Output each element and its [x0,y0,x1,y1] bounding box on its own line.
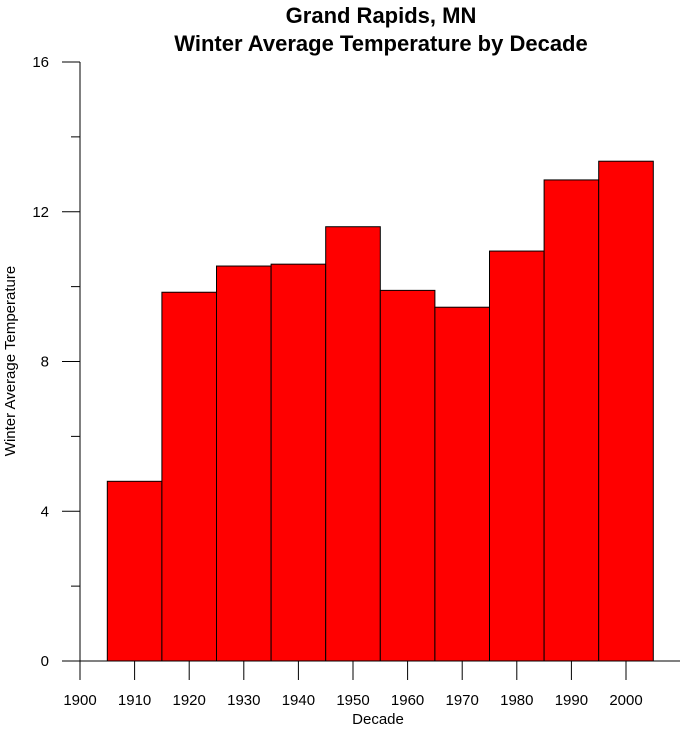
bar-1920 [161,291,217,662]
x-tick-label-1900: 1900 [63,692,96,709]
x-tick-label-1950: 1950 [336,692,369,709]
bar-2000 [598,160,654,662]
x-tick-label-1910: 1910 [118,692,151,709]
x-tick-label-1930: 1930 [227,692,260,709]
x-tick-label-1960: 1960 [391,692,424,709]
chart-subtitle: Winter Average Temperature by Decade [174,31,587,56]
bar-1960 [379,289,436,662]
y-tick-label-0: 0 [41,653,49,670]
x-axis-label: Decade [352,711,404,728]
bar-1940 [270,263,327,662]
bar-1930 [216,265,272,662]
y-ticks-group: 0 4 8 12 16 [32,54,80,670]
x-ticks-group: 1900 1910 1920 1930 1940 1950 1960 1970 1980 1990… [63,661,643,709]
bar-1990 [543,179,600,662]
x-tick-label-1920: 1920 [173,692,206,709]
y-tick-label-12: 12 [32,204,49,221]
bar-1970 [434,306,490,662]
y-tick-label-8: 8 [41,354,49,371]
bars-group [106,160,654,662]
y-tick-label-16: 16 [32,54,49,71]
x-tick-label-2000: 2000 [609,692,642,709]
bar-1950 [325,226,381,662]
x-tick-label-1940: 1940 [282,692,315,709]
bar-1910 [106,480,163,662]
bar-1980 [489,250,545,662]
x-tick-label-1980: 1980 [500,692,533,709]
y-axis-label: Winter Average Temperature [2,266,19,456]
x-tick-label-1990: 1990 [555,692,588,709]
chart-title: Grand Rapids, MN [286,3,477,28]
y-tick-label-4: 4 [41,503,49,520]
x-tick-label-1970: 1970 [446,692,479,709]
